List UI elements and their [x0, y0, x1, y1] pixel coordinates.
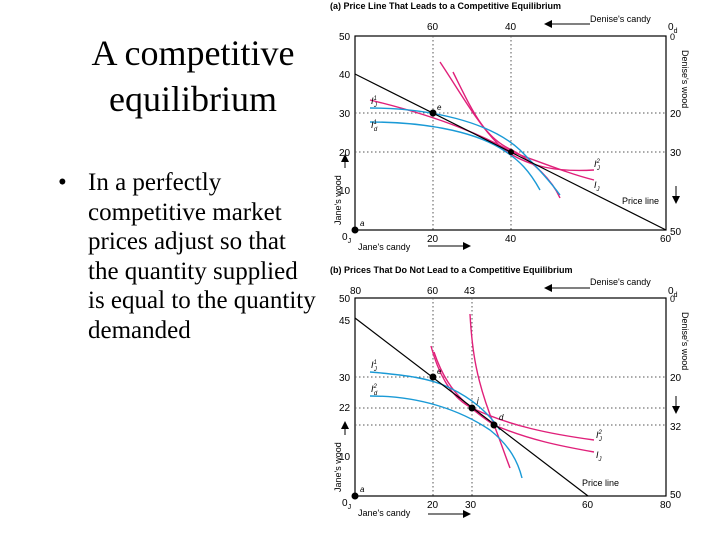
panel-a-left-axis-label: Jane's wood [333, 175, 343, 225]
panel-a-point-e-label: e [437, 103, 442, 112]
panel-a-bottom-tick-40: 40 [505, 234, 517, 245]
panel-b-label-i2: I2 J [596, 430, 603, 443]
bullet-text: In a perfectly competitive market prices… [88, 169, 316, 344]
panel-a-right-tick-20: 20 [670, 109, 682, 120]
panel-b-left-axis-label: Jane's wood [333, 442, 343, 492]
panel-b-point-a [351, 492, 359, 500]
panel-b-jane-curve-2 [430, 345, 595, 441]
panel-a-top-tick-60: 60 [427, 22, 439, 33]
panel-b-label-ij1: I1 J [371, 360, 378, 373]
panel-b-point-e [429, 373, 437, 381]
panel-a-bottom-tick-60: 60 [660, 234, 672, 245]
title-line-2: equilibrium [109, 79, 277, 119]
panel-b-top-tick-60: 60 [427, 286, 439, 297]
panel-b-bottom-tick-80: 80 [660, 500, 672, 511]
panel-b-right-tick-0: 0 [670, 294, 675, 304]
panel-b-blue-curve-1 [369, 371, 501, 431]
panel-b-top-tick-80: 80 [350, 286, 362, 297]
bullet-point: • In a perfectly competitive market pric… [58, 168, 320, 345]
panel-a-left-tick-50: 50 [339, 32, 351, 43]
panel-a-bottom-axis-label: Jane's candy [358, 242, 411, 252]
panel-b-left-tick-50: 50 [339, 294, 351, 305]
panel-b-point-d [490, 421, 498, 429]
panel-b-label-id2: I2 d [371, 384, 378, 397]
panel-b-origin-j: 0J [342, 498, 351, 511]
panel-b-bottom-axis-label: Jane's candy [358, 508, 411, 518]
panel-b-point-e-label: e [437, 367, 442, 376]
panel-b-left-tick-10: 10 [339, 452, 351, 463]
panel-b-left-tick-30: 30 [339, 373, 351, 384]
panel-a-label-i-right: IJ [594, 180, 601, 193]
panel-a-right-tick-50: 50 [670, 227, 682, 238]
panel-a-point-a [351, 226, 359, 234]
panel-a-top-axis-label: Denise's candy [590, 14, 651, 24]
panel-b-origin-d: 0d [668, 286, 678, 299]
panel-b-left-tick-45: 45 [339, 316, 351, 327]
panel-a-origin-j: 0J [342, 232, 351, 245]
panel-b-title: (b) Prices That Do Not Lead to a Competi… [330, 265, 573, 275]
panel-b-right-tick-50: 50 [670, 490, 682, 501]
panel-b-top-axis-label: Denise's candy [590, 277, 651, 287]
bullet-marker: • [58, 169, 67, 196]
panel-a-point-a-label: a [360, 219, 365, 228]
panel-b-bottom-tick-30: 30 [465, 500, 477, 511]
panel-a-jane-curve-1 [369, 99, 595, 181]
panel-a-right-tick-0: 0 [670, 32, 675, 42]
panel-b-right-tick-20: 20 [670, 373, 682, 384]
panel-b-right-axis-label: Denise's wood [680, 312, 690, 370]
panel-b-box [354, 297, 667, 497]
panel-b-label-i-right: IJ [596, 450, 603, 463]
panel-a-top-tick-40: 40 [505, 22, 517, 33]
panel-b-point-a-label: a [360, 485, 365, 494]
panel-b-price-line-label: Price line [582, 478, 619, 488]
panel-a-blue-curve-2 [369, 121, 541, 191]
panel-b-right-tick-32: 32 [670, 422, 682, 433]
panel-a-label-ij1: I1 J [371, 96, 378, 109]
panel-b-point-d-label: d [499, 413, 504, 422]
panel-a-right-tick-30: 30 [670, 148, 682, 159]
panel-a-left-tick-30: 30 [339, 109, 351, 120]
panel-a-point-tangency [508, 149, 514, 155]
panel-b-bottom-tick-60: 60 [582, 500, 594, 511]
panel-b-blue-curve-2 [369, 395, 523, 479]
panel-b-top-tick-43: 43 [464, 286, 476, 297]
panel-a-left-tick-10: 10 [339, 186, 351, 197]
panel-a-label-id1: I1 d [371, 120, 378, 133]
panel-a-left-tick-40: 40 [339, 70, 351, 81]
panel-b-denise-curve [469, 313, 511, 469]
slide-title: A competitive equilibrium [58, 30, 328, 122]
panel-a: (a) Price Line That Leads to a Competiti… [330, 1, 690, 252]
title-line-1: A competitive [91, 33, 295, 73]
panel-a-label-i2: I2 J [594, 159, 601, 172]
panel-a-point-e [429, 109, 437, 117]
panel-b-left-tick-22: 22 [339, 403, 351, 414]
panel-b-point-j-label: j [476, 396, 479, 405]
panel-a-right-axis-label: Denise's wood [680, 50, 690, 108]
panel-b-bottom-tick-20: 20 [427, 500, 439, 511]
panel-b: (b) Prices That Do Not Lead to a Competi… [330, 265, 690, 518]
panel-b-point-j [468, 404, 476, 412]
panel-a-bottom-tick-20: 20 [427, 234, 439, 245]
panel-a-title: (a) Price Line That Leads to a Competiti… [330, 1, 561, 11]
panel-a-price-line-label: Price line [622, 196, 659, 206]
panel-a-blue-curve-1 [369, 107, 561, 196]
panel-a-origin-d: 0d [668, 22, 678, 35]
panel-a-left-tick-20: 20 [339, 148, 351, 159]
